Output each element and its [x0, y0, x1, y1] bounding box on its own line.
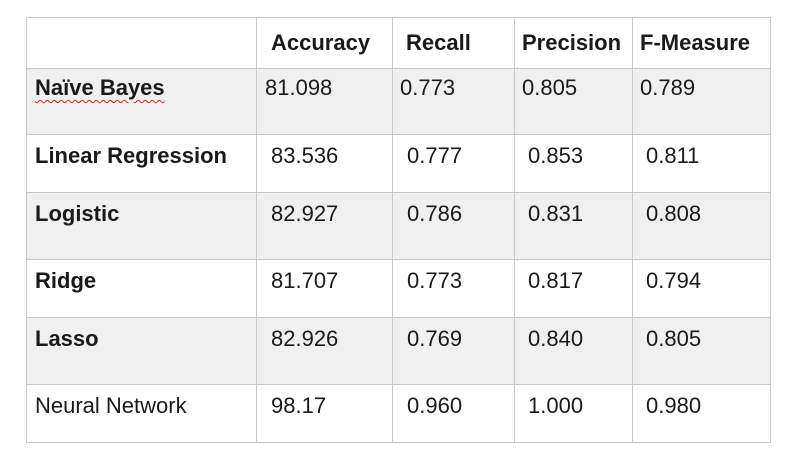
cell-f-measure: 0.811 — [632, 134, 771, 193]
cell-f-measure: 0.789 — [632, 68, 771, 135]
cell-recall: 0.786 — [392, 192, 515, 260]
header-accuracy: Accuracy — [256, 17, 393, 69]
cell-recall: 0.773 — [392, 259, 515, 318]
cell-accuracy: 82.927 — [256, 192, 393, 260]
cell-recall: 0.769 — [392, 317, 515, 385]
cell-accuracy: 81.707 — [256, 259, 393, 318]
cell-f-measure: 0.808 — [632, 192, 771, 260]
row-label-lasso: Lasso — [26, 317, 257, 385]
row-label-naive-bayes: Naïve Bayes — [26, 68, 257, 135]
cell-precision: 0.853 — [514, 134, 633, 193]
cell-precision: 1.000 — [514, 384, 633, 443]
cell-precision: 0.840 — [514, 317, 633, 385]
cell-precision: 0.831 — [514, 192, 633, 260]
cell-f-measure: 0.794 — [632, 259, 771, 318]
table-row: Logistic 82.927 0.786 0.831 0.808 — [26, 192, 771, 260]
row-label-ridge: Ridge — [26, 259, 257, 318]
row-label-neural-network: Neural Network — [26, 384, 257, 443]
table-row: Neural Network 98.17 0.960 1.000 0.980 — [26, 384, 771, 443]
cell-precision: 0.817 — [514, 259, 633, 318]
results-table: Accuracy Recall Precision F-Measure Naïv… — [26, 17, 771, 443]
cell-recall: 0.773 — [392, 68, 515, 135]
header-recall: Recall — [392, 17, 515, 69]
cell-accuracy: 82.926 — [256, 317, 393, 385]
row-label-linear-regression: Linear Regression — [26, 134, 257, 193]
table-row: Linear Regression 83.536 0.777 0.853 0.8… — [26, 134, 771, 193]
cell-accuracy: 98.17 — [256, 384, 393, 443]
table-row: Ridge 81.707 0.773 0.817 0.794 — [26, 259, 771, 318]
cell-f-measure: 0.980 — [632, 384, 771, 443]
table-row: Naïve Bayes 81.098 0.773 0.805 0.789 — [26, 68, 771, 135]
cell-f-measure: 0.805 — [632, 317, 771, 385]
header-precision: Precision — [514, 17, 633, 69]
cell-accuracy: 81.098 — [256, 68, 393, 135]
cell-accuracy: 83.536 — [256, 134, 393, 193]
header-row: Accuracy Recall Precision F-Measure — [26, 17, 771, 69]
cell-recall: 0.960 — [392, 384, 515, 443]
cell-recall: 0.777 — [392, 134, 515, 193]
cell-precision: 0.805 — [514, 68, 633, 135]
table-row: Lasso 82.926 0.769 0.840 0.805 — [26, 317, 771, 385]
header-f-measure: F-Measure — [632, 17, 771, 69]
row-label-logistic: Logistic — [26, 192, 257, 260]
header-cell-empty — [26, 17, 257, 69]
